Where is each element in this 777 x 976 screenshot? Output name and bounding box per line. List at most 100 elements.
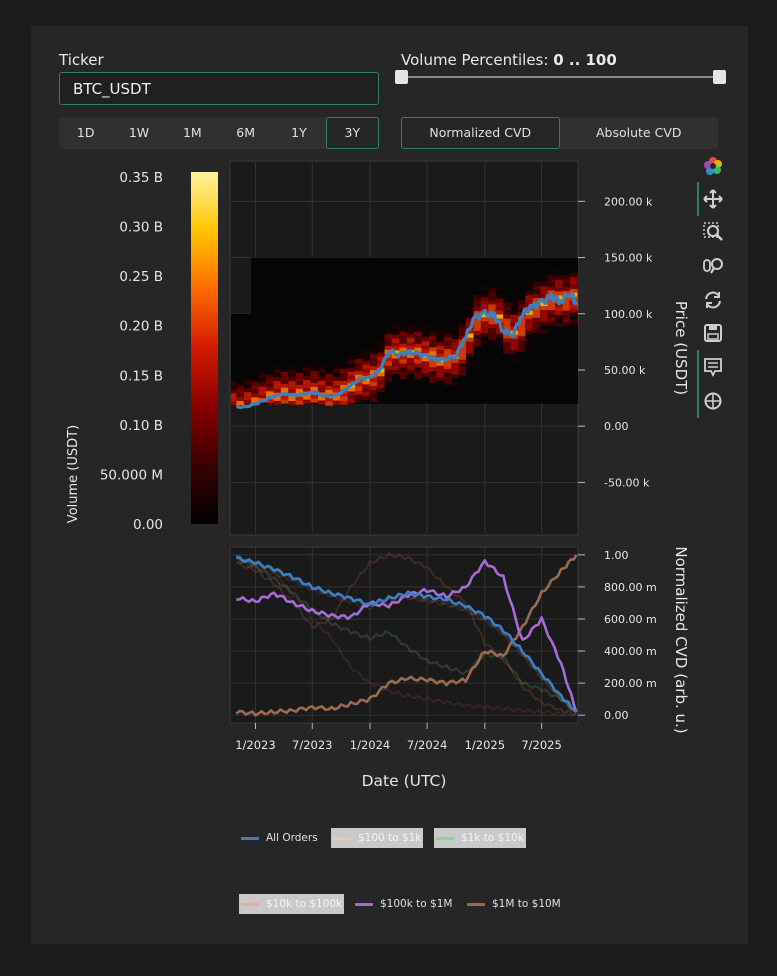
heatmap-cell	[236, 384, 245, 390]
price-tick-label: 100.00 k	[604, 308, 653, 321]
heatmap-cell	[266, 379, 275, 384]
colorbar-tick-label: 0.25 B	[119, 269, 163, 285]
heatmap-cell	[251, 257, 260, 404]
heatmap-cell	[231, 380, 238, 386]
legend-all-orders[interactable]: All Orders	[239, 828, 320, 848]
heatmap-cell	[369, 385, 378, 390]
heatmap-cell	[480, 285, 489, 290]
heatmap-cell	[347, 257, 356, 404]
slider-low-handle[interactable]	[395, 70, 408, 84]
heatmap-cell	[569, 280, 578, 285]
range-6m-button[interactable]: 6M	[236, 125, 256, 140]
cvd-tick-label: 400.00 m	[604, 645, 657, 658]
heatmap-cell	[495, 298, 504, 303]
heatmap-cell	[429, 343, 438, 348]
price-tick-label: 150.00 k	[604, 252, 653, 265]
heatmap-cell	[384, 365, 393, 370]
heatmap-cell	[429, 257, 438, 404]
heatmap-cell	[443, 344, 452, 350]
legend-1m-to-10m[interactable]: $1M to $10M	[465, 894, 563, 914]
heatmap-cell	[399, 343, 408, 348]
heatmap-cell	[347, 375, 356, 380]
heatmap-cell	[577, 257, 578, 404]
crosshair-icon[interactable]	[702, 390, 724, 412]
heatmap-cell	[562, 274, 571, 280]
heatmap-cell	[362, 352, 371, 357]
heatmap-cell	[421, 356, 430, 362]
range-1d-button[interactable]: 1D	[76, 125, 95, 140]
heatmap-cell	[473, 294, 482, 300]
reset-icon[interactable]	[702, 289, 724, 311]
slider-high-handle[interactable]	[713, 70, 726, 84]
heatmap-cell	[443, 352, 452, 357]
legend-swatch-100-to-1k	[333, 836, 351, 840]
heatmap-cell	[392, 334, 401, 339]
heatmap-cell	[577, 305, 578, 310]
legend-10k-to-100k[interactable]: $10k to $100k	[239, 894, 345, 914]
heatmap-cell	[399, 347, 408, 352]
legend-label-100k-to-1m: $100k to $1M	[380, 898, 453, 910]
heatmap-cell	[540, 317, 549, 322]
heatmap-cell	[377, 340, 386, 345]
heatmap-cell	[303, 379, 312, 384]
heatmap-cell	[503, 322, 512, 327]
heatmap-cell	[429, 347, 438, 352]
heatmap-cell	[547, 257, 556, 404]
heatmap-cell	[569, 272, 578, 278]
heatmap-cell	[562, 286, 571, 291]
box-zoom-icon[interactable]	[702, 221, 724, 243]
heatmap-cell	[377, 356, 386, 361]
heatmap-cell	[280, 399, 289, 404]
wheel-zoom-icon[interactable]	[702, 255, 724, 277]
hover-icon[interactable]	[702, 356, 724, 378]
volume-percentiles-slider[interactable]	[402, 76, 720, 78]
heatmap-cell	[317, 376, 326, 381]
pan-icon[interactable]	[702, 188, 724, 210]
range-1m-button[interactable]: 1M	[182, 125, 202, 140]
cvd-tick-label: 1.00	[604, 549, 629, 562]
heatmap-cell	[473, 334, 482, 339]
heatmap-cell	[421, 348, 430, 354]
logo-icon[interactable]	[702, 155, 724, 177]
heatmap-cell	[288, 380, 297, 386]
heatmap-cell	[577, 297, 578, 303]
heatmap-cell	[392, 330, 401, 335]
heatmap-cell	[495, 341, 504, 347]
heatmap-cell	[532, 289, 541, 295]
heatmap-cell	[251, 392, 260, 398]
heatmap-cell	[258, 378, 267, 383]
heatmap-cell	[555, 267, 564, 272]
ticker-input[interactable]	[59, 72, 379, 105]
heatmap-cell	[510, 357, 519, 363]
heatmap-cell	[473, 330, 482, 335]
heatmap-cell	[369, 357, 378, 363]
heatmap-cell	[362, 387, 371, 393]
heatmap-cell	[503, 337, 512, 343]
legend-swatch-1k-to-10k	[436, 836, 454, 840]
heatmap-cell	[495, 310, 504, 315]
heatmap-cell	[495, 329, 504, 335]
heatmap-cell	[288, 372, 297, 378]
heatmap-cell	[517, 323, 526, 329]
heatmap-cell	[414, 335, 423, 340]
legend-1k-to-10k[interactable]: $1k to $10k	[434, 828, 526, 848]
heatmap-cell	[480, 328, 489, 333]
normalized-cvd-button[interactable]: Normalized CVD	[401, 117, 560, 149]
range-3y-button[interactable]: 3Y	[325, 117, 379, 149]
save-icon[interactable]	[702, 322, 724, 344]
heatmap-cell	[266, 390, 275, 396]
heatmap-cell	[525, 337, 534, 343]
heatmap-cell	[458, 323, 467, 329]
heatmap-cell	[340, 257, 349, 404]
legend-100k-to-1m[interactable]: $100k to $1M	[353, 894, 454, 914]
heatmap-cell	[503, 345, 512, 351]
legend-100-to-1k[interactable]: $100 to $1k	[331, 828, 424, 848]
heatmap-cell	[384, 345, 393, 350]
range-1w-button[interactable]: 1W	[128, 125, 150, 140]
heatmap-cell	[406, 369, 415, 374]
absolute-cvd-button[interactable]: Absolute CVD	[595, 125, 682, 140]
heatmap-cell	[295, 376, 304, 382]
range-1y-button[interactable]: 1Y	[291, 125, 307, 140]
heatmap-cell	[231, 396, 238, 402]
heatmap-cell	[303, 367, 312, 373]
